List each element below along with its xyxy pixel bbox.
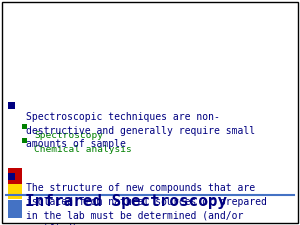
- FancyBboxPatch shape: [22, 124, 27, 129]
- Text: Spectroscopic techniques are non-
destructive and generally require small
amount: Spectroscopic techniques are non- destru…: [26, 112, 255, 149]
- Text: The structure of new compounds that are
isolated from natural sources or prepare: The structure of new compounds that are …: [26, 183, 267, 225]
- FancyBboxPatch shape: [2, 2, 298, 223]
- FancyBboxPatch shape: [8, 183, 22, 199]
- Text: Spectroscopy: Spectroscopy: [34, 131, 103, 140]
- FancyBboxPatch shape: [8, 168, 22, 184]
- Text: Infrared Spectroscopy: Infrared Spectroscopy: [25, 194, 227, 209]
- FancyBboxPatch shape: [8, 173, 15, 180]
- Text: Chemical analysis: Chemical analysis: [34, 145, 132, 154]
- FancyBboxPatch shape: [22, 138, 27, 143]
- FancyBboxPatch shape: [8, 102, 15, 109]
- FancyBboxPatch shape: [8, 200, 22, 218]
